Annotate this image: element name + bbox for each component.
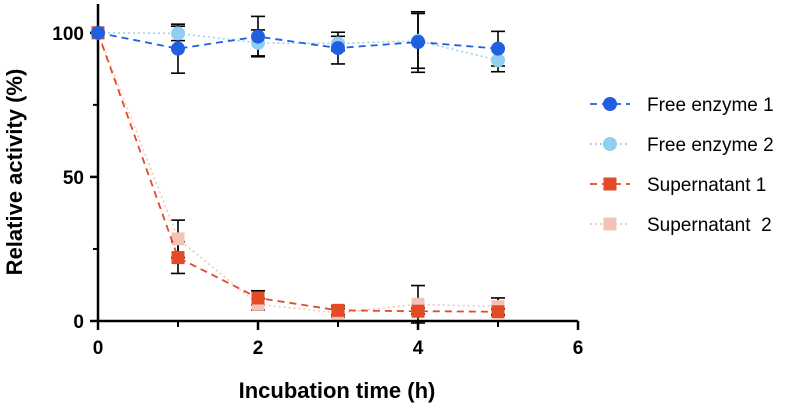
data-point [491, 41, 505, 56]
legend-marker [603, 97, 617, 111]
y-tick-label: 100 [52, 24, 84, 45]
data-point [91, 25, 105, 40]
data-point [411, 35, 425, 50]
legend-marker [603, 177, 617, 191]
series-2 [91, 25, 505, 68]
data-point [491, 53, 505, 68]
series-line [97, 32, 499, 61]
data-point [411, 304, 425, 318]
data-point [251, 291, 265, 305]
series-line [97, 32, 499, 314]
data-point [171, 232, 185, 246]
legend-label: Supernatant 1 [647, 175, 766, 196]
legend-entry-2: Free enzyme 2 [590, 135, 774, 156]
legend-marker [603, 137, 617, 151]
series-line [97, 32, 499, 313]
data-point [491, 305, 505, 319]
x-tick-label: 0 [93, 338, 104, 359]
legend-marker [603, 217, 617, 231]
legend-label: Free enzyme 1 [647, 95, 774, 116]
series-3-errorbars [171, 240, 505, 316]
legend-entry-1: Free enzyme 1 [590, 95, 774, 116]
series-1 [91, 25, 505, 56]
legend: Free enzyme 1 Free enzyme 2 Supernatant 1 S… [590, 95, 774, 236]
series-layer [91, 10, 505, 324]
data-point [251, 29, 265, 44]
legend-entry-4: Supernatant 2 [590, 215, 772, 236]
legend-entry-3: Supernatant 1 [590, 175, 766, 196]
data-point [331, 41, 345, 56]
x-tick-label: 6 [573, 338, 584, 359]
series-4 [91, 26, 505, 320]
x-tick-label: 2 [253, 338, 264, 359]
legend-label: Supernatant 2 [647, 215, 772, 236]
legend-label: Free enzyme 2 [647, 135, 774, 156]
axes: 0 50 100 0 2 4 6 [52, 4, 583, 359]
data-point [171, 251, 185, 265]
data-point [171, 26, 185, 41]
y-axis-title: Relative activity (%) [2, 69, 27, 276]
x-tick-label: 4 [413, 338, 424, 359]
data-point [171, 41, 185, 56]
series-3 [91, 26, 505, 319]
y-tick-label: 0 [73, 312, 84, 333]
series-line [97, 31, 499, 50]
x-axis-title: Incubation time (h) [239, 378, 436, 403]
y-tick-label: 50 [63, 168, 84, 189]
data-point [331, 303, 345, 317]
